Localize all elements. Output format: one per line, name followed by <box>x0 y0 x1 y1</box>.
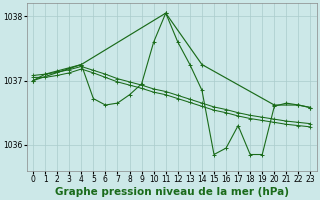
X-axis label: Graphe pression niveau de la mer (hPa): Graphe pression niveau de la mer (hPa) <box>55 187 289 197</box>
